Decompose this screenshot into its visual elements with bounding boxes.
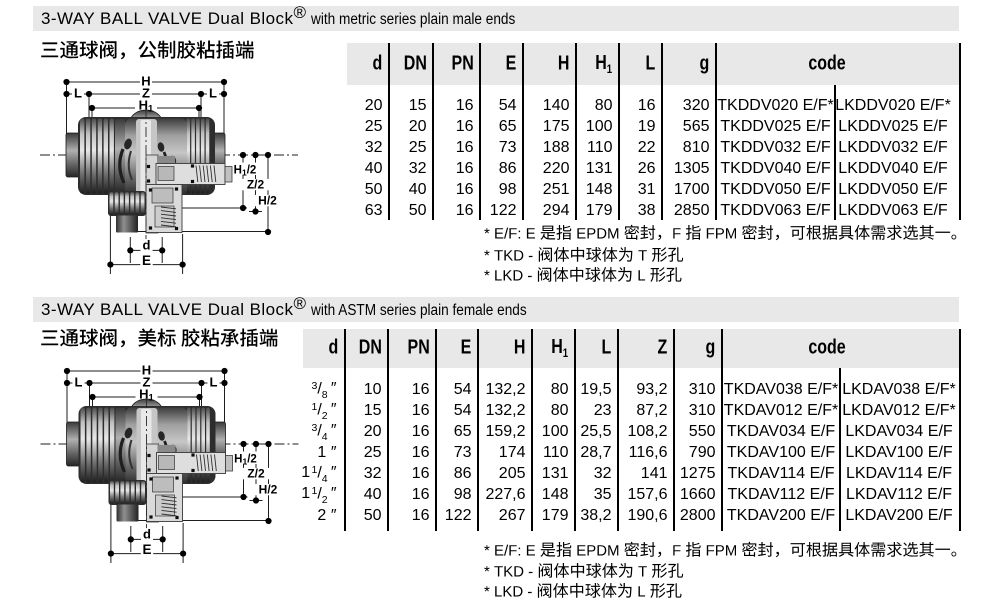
svg-text:H/2: H/2	[259, 483, 278, 497]
svg-text:d: d	[143, 527, 151, 542]
svg-text:H: H	[141, 74, 150, 89]
svg-text:d: d	[143, 238, 151, 253]
svg-text:Z/2: Z/2	[247, 467, 265, 481]
svg-text:Z/2: Z/2	[247, 178, 265, 192]
svg-text:H/2: H/2	[258, 194, 277, 208]
svg-text:L: L	[74, 86, 82, 101]
svg-text:H1/2: H1/2	[234, 454, 257, 467]
svg-text:H: H	[142, 363, 151, 378]
svg-text:L: L	[210, 375, 218, 390]
svg-text:L: L	[209, 86, 217, 101]
svg-text:L: L	[75, 375, 83, 390]
svg-text:Z: Z	[142, 86, 150, 101]
svg-text:H1/2: H1/2	[234, 165, 257, 178]
svg-text:E: E	[142, 542, 151, 557]
svg-text:E: E	[142, 253, 151, 268]
svg-text:Z: Z	[143, 375, 151, 390]
